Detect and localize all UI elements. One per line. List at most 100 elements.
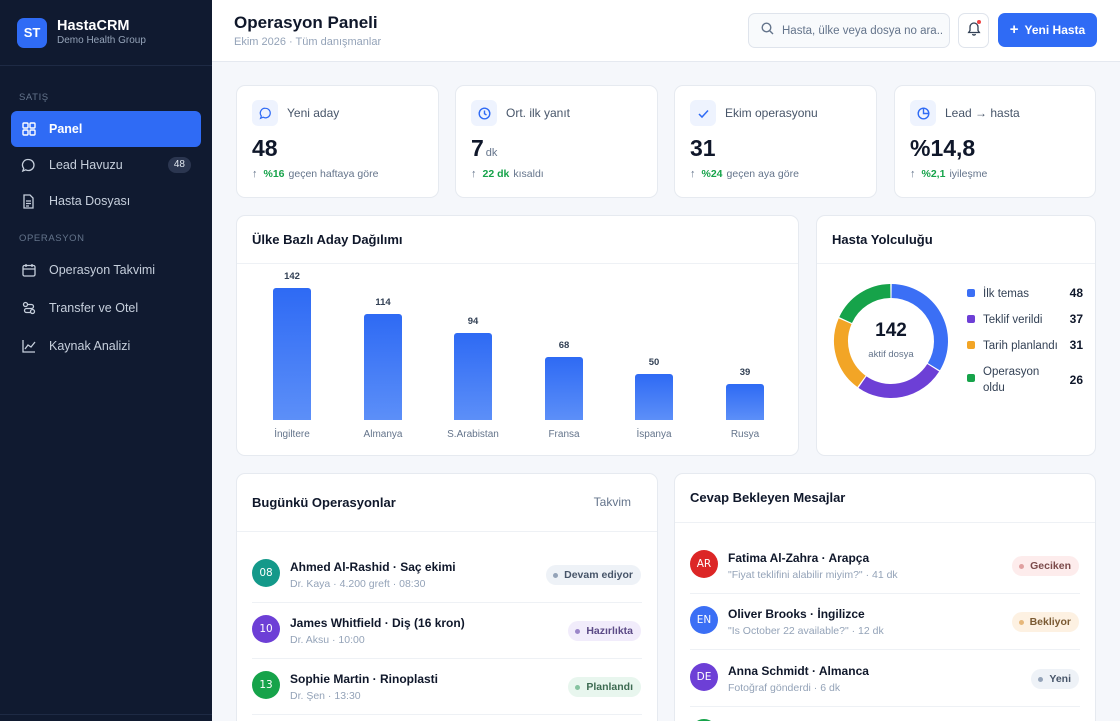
operation-detail: Dr. Kaya · 4.200 greft · 08:30	[290, 578, 426, 590]
legend-swatch	[967, 374, 975, 382]
chat-icon	[21, 158, 36, 173]
legend-label: İlk temas	[983, 288, 1030, 300]
bar-4[interactable]	[635, 374, 673, 420]
message-sender: Fatima Al-Zahra · Arapça	[728, 551, 870, 565]
kpi-delta: 22 dk	[482, 168, 510, 180]
status-badge: Planlandı	[568, 677, 641, 697]
operation-row[interactable]: 10 James Whitfield · Diş (16 kron) Dr. A…	[237, 603, 657, 659]
kpi-trend: ↑ %24 geçen aya göre	[690, 168, 799, 180]
legend-count: 31	[1069, 338, 1083, 352]
x-tick-label: Almanya	[363, 429, 403, 440]
legend-count: 48	[1069, 286, 1083, 300]
kpi-card-yeni-aday[interactable]: Yeni aday 48 ↑ %16 geçen haftaya göre	[236, 85, 439, 198]
nav-section-satis: SATIŞ	[19, 92, 49, 103]
bar-value-label: 114	[375, 297, 391, 308]
kpi-value: 48	[252, 135, 278, 161]
row-divider	[690, 706, 1080, 707]
operation-title: Ahmed Al-Rashid · Saç ekimi	[290, 560, 456, 574]
bar-2[interactable]	[454, 333, 492, 420]
journey-title: Hasta Yolculuğu	[832, 232, 933, 247]
bar-value-label: 142	[284, 271, 300, 282]
donut-segment-2[interactable]	[834, 318, 866, 387]
sidebar-item-label: Operasyon Takvimi	[49, 263, 156, 277]
kpi-value: 7 dk	[471, 135, 498, 161]
search-icon	[761, 21, 774, 40]
x-tick-label: S.Arabistan	[447, 429, 499, 440]
row-divider	[690, 593, 1080, 594]
x-tick-label: İspanya	[636, 429, 672, 440]
kpi-card-lead-hasta[interactable]: Lead → hasta %14,8 ↑ %2,1 iyileşme	[894, 85, 1096, 198]
bar-0[interactable]	[273, 288, 311, 420]
nav-section-operasyon: OPERASYON	[19, 233, 85, 244]
brand[interactable]: ST HastaCRM Demo Health Group	[0, 0, 212, 66]
calendar-link[interactable]: Takvim	[593, 495, 631, 509]
status-badge: Devam ediyor	[546, 565, 641, 585]
kpi-value: %14,8	[910, 135, 976, 161]
message-row[interactable]: DE Anna Schmidt · Almanca Fotoğraf gönde…	[675, 651, 1095, 707]
message-sender: Oliver Brooks · İngilizce	[728, 607, 865, 621]
notification-dot	[977, 20, 981, 24]
operation-title: Sophie Martin · Rinoplasti	[290, 672, 439, 686]
kpi-trend: ↑ 22 dk kısaldı	[471, 168, 544, 180]
donut-segment-0[interactable]	[891, 284, 948, 371]
bar-5[interactable]	[726, 384, 764, 420]
bar-value-label: 94	[467, 316, 479, 327]
legend-label: Operasyon oldu	[983, 366, 1040, 394]
message-sender: Anna Schmidt · Almanca	[728, 664, 869, 678]
operation-row[interactable]: 13 Sophie Martin · Rinoplasti Dr. Şen · …	[237, 659, 657, 715]
donut-total: 142	[875, 320, 907, 341]
avatar: EN	[690, 606, 718, 634]
arrow-up-icon: ↑	[471, 168, 477, 180]
arrow-up-icon: ↑	[690, 168, 696, 180]
legend-swatch	[967, 341, 975, 349]
message-preview: "Is October 22 available?" · 12 dk	[728, 625, 884, 637]
x-tick-label: Fransa	[548, 429, 580, 440]
grid-icon	[21, 122, 36, 137]
sidebar-item-operasyon-takvimi[interactable]: Operasyon Takvimi	[11, 252, 201, 288]
kpi-note: kısaldı	[513, 168, 544, 180]
chart-title: Ülke Bazlı Aday Dağılımı	[252, 232, 403, 247]
card-divider	[237, 263, 798, 264]
avatar	[690, 719, 718, 721]
kpi-note: geçen haftaya göre	[288, 168, 379, 180]
legend-count: 37	[1069, 312, 1083, 326]
new-patient-button[interactable]: + Yeni Hasta	[998, 13, 1097, 47]
bar-1[interactable]	[364, 314, 402, 420]
notifications-button[interactable]	[958, 13, 989, 48]
search-box[interactable]	[748, 13, 950, 48]
card-divider	[817, 263, 1095, 264]
brand-name: HastaCRM	[57, 17, 130, 34]
donut-segment-1[interactable]	[858, 363, 940, 398]
kpi-value: 31	[690, 135, 716, 161]
bar-3[interactable]	[545, 357, 583, 420]
kpi-delta: %2,1	[921, 168, 946, 180]
journey-donut	[834, 284, 948, 398]
brand-logo: ST	[17, 17, 47, 48]
donut-segment-3[interactable]	[839, 284, 891, 324]
line-chart-icon	[21, 339, 36, 354]
kpi-card-ekim-operasyonu[interactable]: Ekim operasyonu 31 ↑ %24 geçen aya göre	[674, 85, 877, 198]
x-tick-label: Rusya	[730, 429, 760, 440]
sidebar-item-label: Kaynak Analizi	[49, 339, 131, 353]
operation-row[interactable]: 08 Ahmed Al-Rashid · Saç ekimi Dr. Kaya …	[237, 547, 657, 603]
status-badge: Bekliyor	[1011, 612, 1079, 632]
message-row[interactable]: EN Oliver Brooks · İngilizce "Is October…	[675, 594, 1095, 650]
legend-swatch	[967, 315, 975, 323]
bell-icon	[967, 21, 981, 41]
row-divider	[252, 658, 642, 659]
search-input[interactable]	[782, 24, 942, 37]
message-row[interactable]: AR Fatima Al-Zahra · Arapça "Fiyat tekli…	[675, 538, 1095, 594]
bar-value-label: 39	[739, 367, 751, 378]
legend-swatch	[967, 289, 975, 297]
message-preview: Fotoğraf gönderdi · 6 dk	[728, 682, 841, 694]
sidebar-item-transfer-otel[interactable]: Transfer ve Otel	[11, 290, 201, 326]
kpi-label: Lead → hasta	[945, 106, 1020, 120]
sidebar-item-kaynak-analizi[interactable]: Kaynak Analizi	[11, 328, 201, 364]
sidebar-item-hasta-dosyasi[interactable]: Hasta Dosyası	[11, 183, 201, 219]
sidebar-item-panel[interactable]: Panel	[11, 111, 201, 147]
sidebar-item-lead-havuzu[interactable]: Lead Havuzu 48	[11, 147, 201, 183]
clock-icon	[471, 100, 497, 126]
status-badge: Geciken	[1012, 556, 1079, 576]
day-badge: 13	[252, 671, 280, 699]
kpi-card-ilk-yanit[interactable]: Ort. ilk yanıt 7 dk ↑ 22 dk kısaldı	[455, 85, 658, 198]
